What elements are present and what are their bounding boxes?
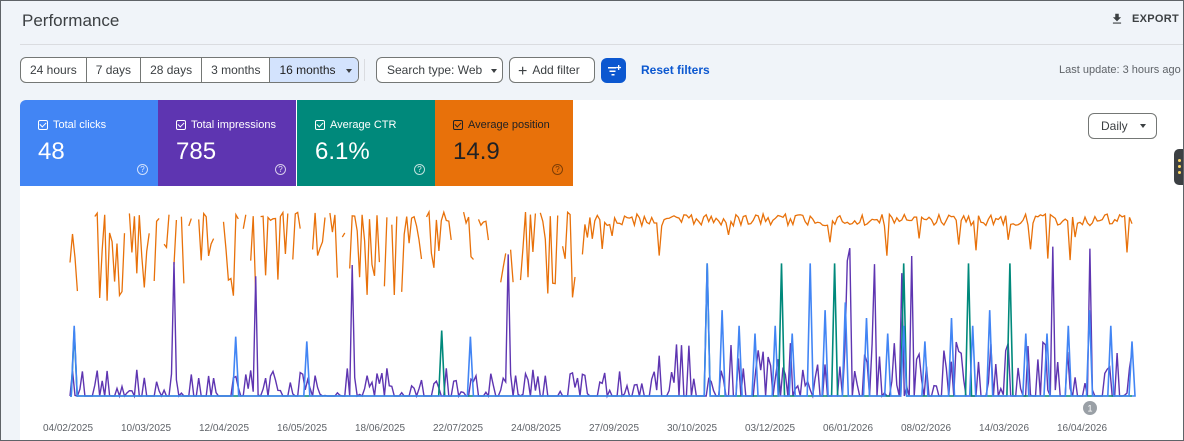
- search-type-label: Search type: Web: [387, 63, 483, 77]
- x-tick-label: 08/02/2026: [901, 423, 951, 434]
- export-button[interactable]: EXPORT: [1110, 12, 1179, 26]
- add-filter-label: Add filter: [532, 63, 580, 77]
- metric-total-impressions[interactable]: Total impressions 785 ?: [158, 100, 296, 186]
- x-tick-label: 18/06/2025: [355, 423, 405, 434]
- x-tick-label: 27/09/2025: [589, 423, 639, 434]
- metric-value: 48: [38, 138, 65, 165]
- metric-label: Total clicks: [53, 119, 107, 131]
- filter-list-icon: [607, 64, 621, 75]
- range-28-days[interactable]: 28 days: [141, 58, 203, 82]
- metric-value: 14.9: [453, 138, 500, 165]
- metric-average-ctr[interactable]: Average CTR 6.1% ?: [297, 100, 435, 186]
- checkbox-icon[interactable]: [38, 120, 48, 130]
- chart-card: 04/02/2025 10/03/2025 12/04/2025 16/05/2025…: [20, 100, 1183, 440]
- range-24-hours[interactable]: 24 hours: [21, 58, 87, 82]
- checkbox-icon[interactable]: [176, 120, 186, 130]
- x-tick-label: 16/05/2025: [277, 423, 327, 434]
- range-16-months[interactable]: 16 months: [270, 58, 358, 82]
- checkbox-icon[interactable]: [453, 120, 463, 130]
- toolbar: 24 hours 7 days 28 days 3 months 16 mont…: [1, 57, 1183, 84]
- series-average-position: [69, 209, 1133, 301]
- help-icon[interactable]: ?: [552, 164, 563, 175]
- x-tick-label: 04/02/2025: [43, 423, 93, 434]
- download-icon: [1112, 13, 1122, 24]
- divider: [20, 44, 1183, 45]
- chevron-down-icon: [345, 68, 352, 73]
- help-icon[interactable]: ?: [137, 164, 148, 175]
- page-title: Performance: [22, 11, 120, 30]
- series-total-clicks: [70, 263, 1136, 397]
- chevron-down-icon: [1140, 124, 1146, 128]
- search-type-dropdown[interactable]: Search type: Web: [376, 57, 503, 83]
- granularity-dropdown[interactable]: Daily: [1088, 113, 1157, 139]
- x-tick-label: 06/01/2026: [823, 423, 873, 434]
- metric-total-clicks[interactable]: Total clicks 48 ?: [20, 100, 158, 186]
- metric-average-position[interactable]: Average position 14.9 ?: [435, 100, 573, 186]
- metric-value: 6.1%: [315, 138, 370, 165]
- date-range-selector: 24 hours 7 days 28 days 3 months 16 mont…: [20, 57, 359, 83]
- range-7-days[interactable]: 7 days: [87, 58, 142, 82]
- series-total-impressions: [69, 246, 1133, 399]
- add-filter-button[interactable]: + Add filter: [509, 57, 595, 83]
- plus-icon: +: [518, 63, 528, 80]
- granularity-label: Daily: [1101, 119, 1128, 133]
- metric-label: Average CTR: [330, 119, 397, 131]
- reset-filters-link[interactable]: Reset filters: [641, 63, 710, 77]
- help-icon[interactable]: ?: [414, 164, 425, 175]
- handle-dot: [1178, 171, 1181, 174]
- annotation-marker: [1083, 401, 1097, 415]
- toolbar-separator: [364, 59, 365, 81]
- chevron-down-icon: [491, 68, 498, 73]
- last-update-text: Last update: 3 hours ago: [1059, 64, 1181, 76]
- metric-label: Total impressions: [191, 119, 276, 131]
- x-tick-label: 12/04/2025: [199, 423, 249, 434]
- annotation-badge: 1: [1087, 404, 1092, 414]
- x-tick-label: 24/08/2025: [511, 423, 561, 434]
- checkbox-icon[interactable]: [315, 120, 325, 130]
- x-tick-label: 10/03/2025: [121, 423, 171, 434]
- performance-chart: 04/02/2025 10/03/2025 12/04/2025 16/05/2025…: [43, 209, 1136, 434]
- metric-value: 785: [176, 138, 217, 165]
- x-tick-label: 30/10/2025: [667, 423, 717, 434]
- side-panel-handle[interactable]: [1174, 149, 1183, 185]
- range-3-months[interactable]: 3 months: [202, 58, 271, 82]
- filter-settings-button[interactable]: [601, 58, 626, 83]
- export-label: EXPORT: [1131, 13, 1179, 25]
- metric-label: Average position: [468, 119, 550, 131]
- help-icon[interactable]: ?: [275, 164, 286, 175]
- x-tick-label: 14/03/2026: [979, 423, 1029, 434]
- x-tick-label: 22/07/2025: [433, 423, 483, 434]
- handle-dot: [1178, 165, 1181, 168]
- header: Performance EXPORT: [1, 1, 1183, 43]
- x-tick-label: 16/04/2026: [1057, 423, 1107, 434]
- range-16-months-label: 16 months: [279, 63, 336, 77]
- handle-dot: [1178, 159, 1181, 162]
- x-tick-label: 03/12/2025: [745, 423, 795, 434]
